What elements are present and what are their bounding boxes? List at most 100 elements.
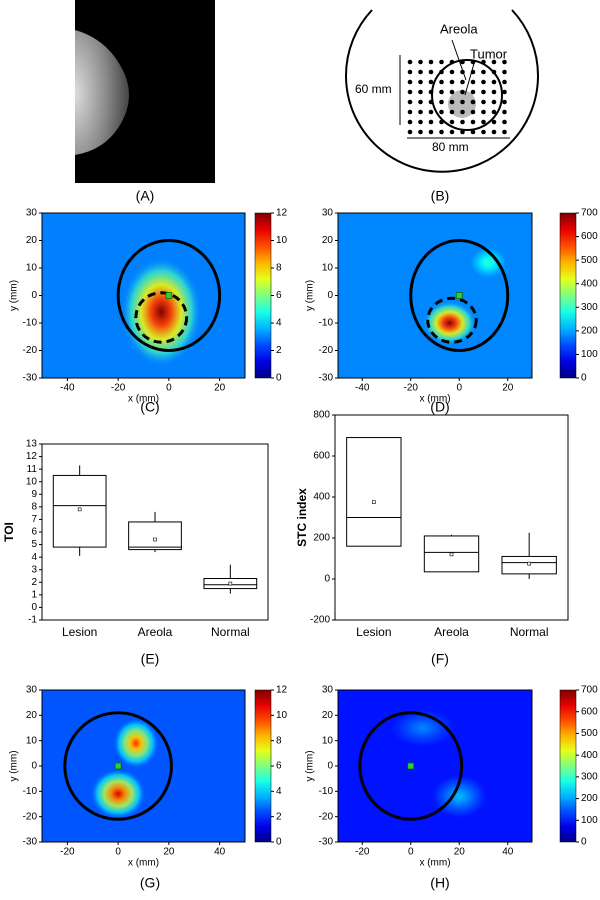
box	[346, 437, 402, 547]
y-tick-label: 7	[31, 514, 37, 525]
y-tick-label: 0	[327, 290, 333, 301]
colorbar-tick-label: 700	[581, 208, 598, 219]
y-tick-label: 6	[31, 527, 37, 538]
panel-label: (F)	[431, 651, 449, 667]
y-tick-label: -30	[23, 373, 38, 384]
y-axis-label: y (mm)	[9, 280, 20, 311]
colorbar-tick-label: 700	[581, 685, 598, 696]
x-tick-label: 40	[214, 847, 226, 858]
colorbar-tick-label: 300	[581, 771, 598, 782]
y-tick-label: -20	[23, 811, 38, 822]
x-tick-label: 0	[166, 383, 172, 394]
panel-label: (A)	[136, 188, 155, 204]
x-tick-label: Areola	[434, 625, 469, 639]
y-tick-label: -20	[319, 811, 334, 822]
areola-circle	[116, 239, 222, 352]
colorbar-tick-label: 8	[276, 735, 282, 746]
plot-frame	[334, 414, 569, 621]
hotspot	[468, 246, 508, 279]
y-tick-label: 10	[322, 735, 334, 746]
colorbar-tick-label: 200	[581, 325, 598, 336]
y-tick-label: -200	[310, 615, 330, 626]
x-tick-label: -20	[60, 847, 75, 858]
x-axis-label: x (mm)	[128, 394, 159, 405]
colorbar-tick-label: 500	[581, 728, 598, 739]
y-tick-label: 9	[31, 489, 37, 500]
y-tick-label: 600	[313, 451, 330, 462]
y-axis-label: y (mm)	[305, 750, 316, 781]
y-tick-label: 200	[313, 533, 330, 544]
colorbar-tick-label: 2	[276, 811, 282, 822]
y-tick-label: 20	[26, 710, 38, 721]
y-tick-label: 30	[322, 685, 334, 696]
y-tick-label: 30	[26, 208, 38, 219]
colorbar-tick-label: 2	[276, 345, 282, 356]
x-tick-label: 20	[163, 847, 175, 858]
x-axis-label: x (mm)	[128, 858, 159, 869]
panel-label: (C)	[140, 399, 159, 415]
y-tick-label: 10	[26, 476, 38, 487]
x-tick-label: 20	[214, 383, 226, 394]
colorbar	[254, 212, 272, 379]
y-tick-label: 11	[27, 464, 38, 475]
colorbar-tick-label: 4	[276, 318, 282, 329]
hotspot	[430, 773, 489, 820]
colorbar-tick-label: 100	[581, 349, 598, 360]
colorbar-tick-label: 10	[276, 235, 288, 246]
center-marker	[114, 762, 122, 770]
y-tick-label: -20	[23, 345, 38, 356]
hotspot	[90, 768, 147, 820]
x-tick-label: 0	[456, 383, 462, 394]
areola-circle	[63, 711, 173, 821]
colorbar-tick-label: 200	[581, 793, 598, 804]
y-tick-label: 20	[26, 235, 38, 246]
y-tick-label: -10	[23, 318, 38, 329]
y-tick-label: 4	[31, 552, 37, 563]
hotspot	[120, 257, 202, 367]
mean	[228, 581, 233, 586]
x-tick-label: Normal	[211, 625, 250, 639]
lesion-outline	[134, 291, 189, 344]
y-tick-label: 0	[31, 602, 37, 613]
y-tick-label: -30	[319, 373, 334, 384]
x-tick-label: Lesion	[62, 625, 97, 639]
heatmap	[42, 213, 245, 378]
colorbar-tick-label: 4	[276, 786, 282, 797]
hotspot	[388, 707, 457, 749]
y-tick-label: 400	[313, 492, 330, 503]
box	[52, 474, 107, 548]
x-tick-label: Normal	[510, 625, 549, 639]
colorbar	[559, 212, 577, 379]
y-tick-label: 8	[31, 501, 37, 512]
y-axis-label: TOI	[2, 522, 16, 542]
x-tick-label: -20	[355, 847, 370, 858]
center-marker	[407, 762, 415, 770]
y-tick-label: 1	[31, 589, 37, 600]
y-tick-label: 2	[31, 577, 37, 588]
heatmap	[42, 690, 245, 842]
mean	[449, 552, 454, 557]
y-tick-label: 0	[31, 290, 37, 301]
y-tick-label: -20	[319, 345, 334, 356]
panel-label: (B)	[431, 188, 450, 204]
y-tick-label: -10	[319, 786, 334, 797]
x-tick-label: 20	[454, 847, 466, 858]
heatmap	[338, 690, 532, 842]
y-axis-label: STC index	[295, 488, 309, 547]
mammogram	[75, 0, 215, 183]
colorbar-tick-label: 100	[581, 815, 598, 826]
x-axis-label: x (mm)	[419, 394, 450, 405]
x-tick-label: -40	[355, 383, 370, 394]
colorbar-tick-label: 600	[581, 231, 598, 242]
heatmap-background	[338, 213, 532, 378]
colorbar-tick-label: 8	[276, 263, 282, 274]
mean	[527, 561, 531, 566]
heatmap	[338, 213, 532, 378]
y-tick-label: 800	[313, 410, 330, 421]
y-tick-label: 20	[322, 710, 334, 721]
diagram-label: 60 mm	[355, 82, 392, 96]
colorbar-tick-label: 12	[276, 208, 288, 219]
panel-label: (E)	[141, 651, 160, 667]
y-tick-label: 30	[26, 685, 38, 696]
